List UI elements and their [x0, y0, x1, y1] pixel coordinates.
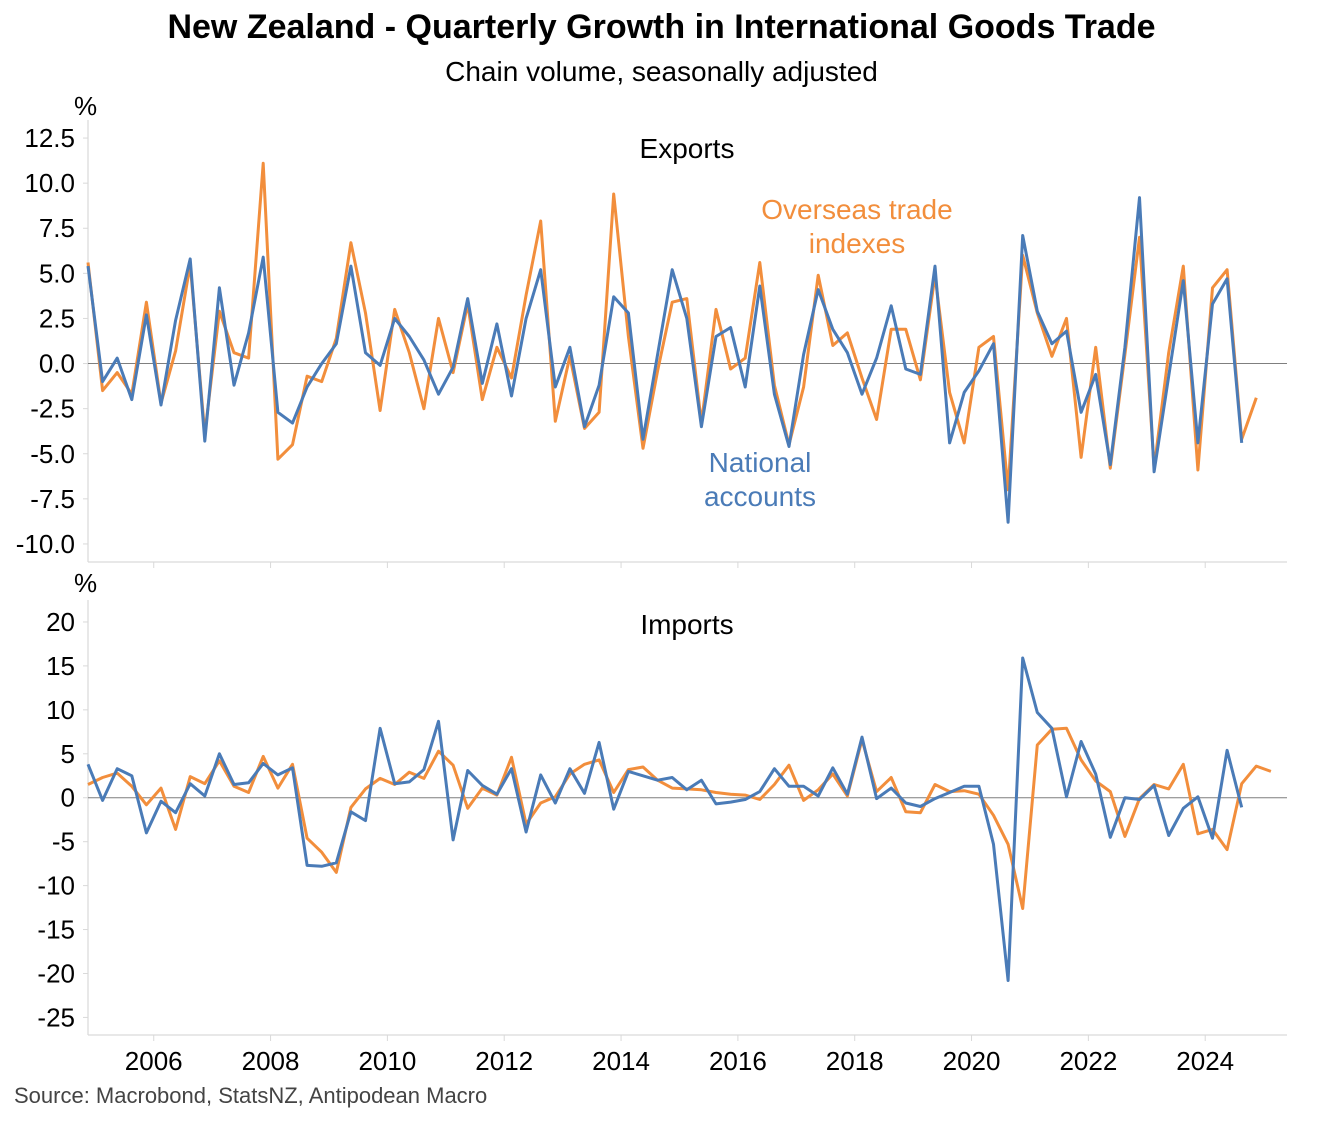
x-tick-label: 2018 — [826, 1046, 884, 1076]
x-tick-label: 2012 — [475, 1046, 533, 1076]
chart-title: New Zealand - Quarterly Growth in Intern… — [167, 8, 1156, 46]
x-tick-label: 2010 — [358, 1046, 416, 1076]
x-tick-label: 2022 — [1059, 1046, 1117, 1076]
y-tick-label: 2.5 — [39, 303, 75, 333]
y-tick-label: 5.0 — [39, 258, 75, 288]
source-note: Source: Macrobond, StatsNZ, Antipodean M… — [14, 1083, 488, 1108]
y-tick-label: -15 — [37, 915, 75, 945]
y-tick-label: 10.0 — [24, 168, 75, 198]
x-tick-label: 2008 — [242, 1046, 300, 1076]
series-line-national-accounts — [86, 196, 1244, 524]
series-label-national-accounts: National accounts — [704, 447, 816, 512]
y-tick-label: 10 — [46, 695, 75, 725]
panel-title: Exports — [640, 133, 735, 164]
series-line-overseas-trade-indexes — [86, 161, 1258, 492]
y-axis-unit: % — [74, 568, 97, 598]
x-tick-label: 2020 — [943, 1046, 1001, 1076]
y-tick-label: -25 — [37, 1002, 75, 1032]
x-tick-label: 2024 — [1176, 1046, 1234, 1076]
panel-title: Imports — [640, 609, 733, 640]
x-tick-label: 2006 — [125, 1046, 183, 1076]
y-tick-label: -10.0 — [16, 529, 75, 559]
y-tick-label: 0 — [61, 783, 75, 813]
y-tick-label: -10 — [37, 871, 75, 901]
y-tick-label: 12.5 — [24, 123, 75, 153]
y-tick-label: 20 — [46, 607, 75, 637]
y-tick-label: 5 — [61, 739, 75, 769]
y-tick-label: 0.0 — [39, 349, 75, 379]
y-axis-unit: % — [74, 91, 97, 121]
y-tick-label: 15 — [46, 651, 75, 681]
y-tick-label: -20 — [37, 958, 75, 988]
x-tick-label: 2014 — [592, 1046, 650, 1076]
panel-exports: 12.5 10.0 7.5 5.0 2.5 0.0 -2.5 -5.0 -7.5 -10.0% Ex… — [16, 91, 1287, 568]
y-tick-label: 7.5 — [39, 213, 75, 243]
panel-imports: 20 15 10 5 0 -5 -10 -15 -20 -25% Imports 2006 2008 20… — [37, 568, 1287, 1076]
x-tick-label: 2016 — [709, 1046, 767, 1076]
y-tick-label: -5 — [52, 827, 75, 857]
chart-subtitle: Chain volume, seasonally adjusted — [445, 56, 878, 87]
series-line-overseas-trade-indexes — [87, 726, 1272, 910]
y-tick-label: -7.5 — [30, 484, 75, 514]
y-tick-label: -5.0 — [30, 439, 75, 469]
y-tick-label: -2.5 — [30, 394, 75, 424]
series-line-national-accounts — [86, 656, 1244, 982]
series-label-overseas-trade-indexes: Overseas trade indexes — [761, 194, 952, 259]
